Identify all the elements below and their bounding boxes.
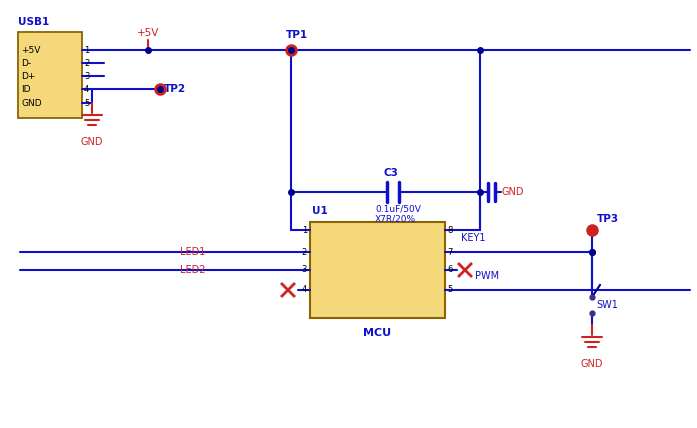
Text: SW1: SW1	[596, 300, 618, 310]
Text: PWM: PWM	[475, 271, 499, 281]
Text: +5V: +5V	[137, 28, 159, 38]
Text: D-: D-	[21, 59, 31, 68]
Text: U1: U1	[312, 206, 328, 216]
Text: LED1: LED1	[180, 247, 206, 257]
Text: 2: 2	[84, 59, 89, 68]
Bar	[18, 32, 82, 118]
Text: ID: ID	[21, 84, 31, 93]
Text: KEY1: KEY1	[461, 233, 486, 243]
Text: GND: GND	[502, 187, 525, 197]
Text: 5: 5	[84, 98, 89, 107]
Text: 4: 4	[302, 285, 307, 294]
Text: 3: 3	[84, 71, 89, 80]
Text: 8: 8	[447, 226, 452, 235]
Text: LED2: LED2	[180, 265, 206, 275]
Text: GND: GND	[581, 359, 603, 369]
Text: TP2: TP2	[164, 84, 186, 94]
Text: TP1: TP1	[286, 30, 308, 40]
Text: GND: GND	[81, 137, 103, 147]
Text: 2: 2	[302, 247, 307, 256]
Text: MCU: MCU	[363, 328, 392, 338]
Text: 5: 5	[447, 285, 452, 294]
Text: C3: C3	[383, 168, 398, 178]
Text: X7R/20%: X7R/20%	[375, 214, 416, 223]
Text: 0.1uF/50V: 0.1uF/50V	[375, 204, 421, 213]
Text: D+: D+	[21, 71, 36, 80]
Text: TP3: TP3	[597, 214, 619, 224]
Bar	[310, 222, 445, 318]
Text: 7: 7	[447, 247, 452, 256]
Text: 1: 1	[84, 45, 89, 54]
Text: 6: 6	[447, 265, 452, 274]
Text: 4: 4	[84, 84, 89, 93]
Text: 1: 1	[302, 226, 307, 235]
Text: GND: GND	[21, 98, 42, 107]
Text: USB1: USB1	[18, 17, 49, 27]
Text: +5V: +5V	[21, 45, 40, 54]
Text: 3: 3	[302, 265, 307, 274]
